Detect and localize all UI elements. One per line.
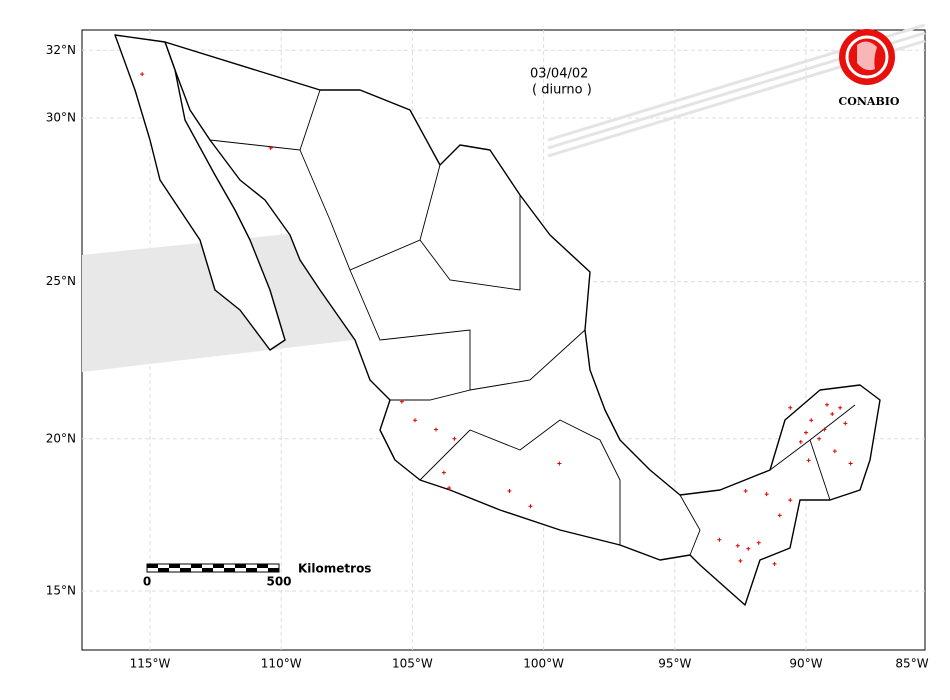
lon-tick-label: 100°W — [523, 657, 564, 671]
fire-point — [746, 546, 751, 551]
fire-point — [507, 489, 512, 494]
fire-point — [804, 430, 808, 435]
scale-end: 500 — [266, 575, 291, 589]
fire-point — [824, 402, 829, 407]
lon-tick-label: 90°W — [789, 657, 822, 671]
fire-point — [528, 504, 533, 509]
fire-point — [764, 492, 769, 497]
fire-points — [140, 72, 853, 566]
logo-text: CONABIO — [839, 95, 900, 108]
mainland — [164, 41, 881, 606]
fire-point — [788, 498, 793, 503]
fire-point — [557, 461, 562, 466]
fire-point — [809, 418, 814, 423]
fire-point — [441, 470, 446, 475]
fire-point — [434, 427, 439, 432]
fire-point — [838, 405, 843, 410]
fire-point — [140, 72, 145, 77]
lat-tick-label: 25°N — [46, 274, 76, 288]
lat-tick-label: 30°N — [46, 111, 76, 125]
fire-point — [738, 558, 743, 563]
fire-point — [717, 537, 722, 542]
fire-point — [830, 412, 835, 417]
fire-point — [772, 561, 777, 566]
logo: CONABIO — [839, 29, 900, 108]
fire-point — [806, 458, 811, 463]
fire-point — [413, 418, 418, 423]
fire-point — [777, 513, 782, 518]
lat-tick-label: 32°N — [46, 43, 76, 57]
fire-point — [822, 427, 827, 432]
lon-tick-label: 105°W — [392, 657, 433, 671]
fire-point — [832, 449, 837, 454]
scale-label: Kilometros — [298, 562, 371, 576]
period: ( diurno ) — [532, 83, 592, 98]
lon-tick-label: 85°W — [895, 657, 928, 671]
fire-point — [756, 540, 761, 545]
fire-point — [452, 436, 457, 441]
scale-start: 0 — [143, 575, 151, 589]
fire-point — [817, 436, 822, 441]
scale-bar: 0 500 Kilometros — [143, 562, 372, 589]
lat-tick-label: 20°N — [46, 431, 76, 445]
lat-tick-label: 15°N — [46, 584, 76, 598]
fire-point — [447, 485, 452, 490]
lon-tick-label: 110°W — [261, 657, 302, 671]
fire-point — [848, 461, 853, 466]
fire-point — [399, 399, 404, 404]
baja-california — [114, 34, 286, 351]
fire-point — [843, 421, 848, 426]
lon-tick-label: 115°W — [130, 657, 171, 671]
state-borders — [209, 89, 856, 556]
fire-point — [788, 405, 793, 410]
fire-point — [268, 146, 273, 151]
fire-point — [798, 439, 803, 444]
lon-tick-label: 95°W — [658, 657, 691, 671]
fire-point — [735, 543, 740, 548]
fire-point — [743, 489, 748, 494]
date: 03/04/02 — [530, 67, 588, 82]
